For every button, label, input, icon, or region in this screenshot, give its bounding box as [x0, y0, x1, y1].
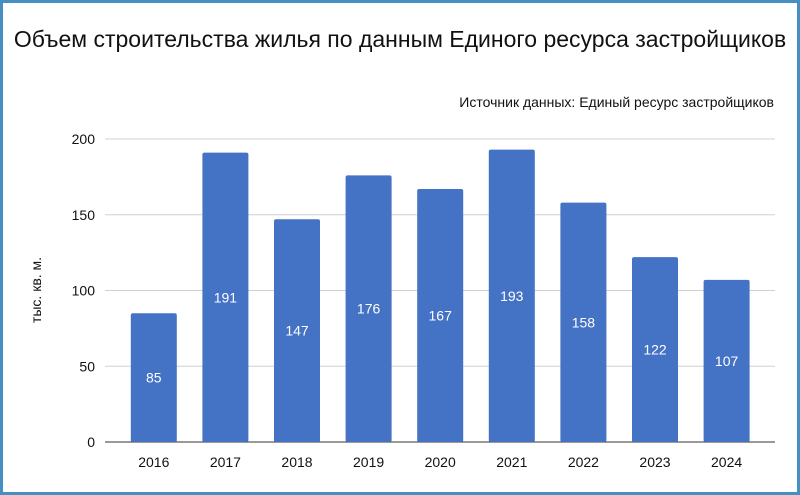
- chart-source: Источник данных: Единый ресурс застройщи…: [459, 94, 774, 110]
- bar: [417, 188, 464, 442]
- y-tick-label: 200: [72, 131, 96, 147]
- data-label: 85: [146, 370, 162, 386]
- data-label: 107: [715, 353, 739, 369]
- x-tick-label: 2018: [281, 454, 312, 470]
- x-tick-label: 2019: [353, 454, 384, 470]
- x-tick-label: 2022: [568, 454, 599, 470]
- data-label: 158: [572, 314, 596, 330]
- data-label: 193: [500, 288, 524, 304]
- bar: [130, 313, 177, 442]
- bar: [560, 202, 607, 442]
- data-label: 167: [429, 307, 453, 323]
- y-tick-label: 50: [79, 358, 95, 374]
- y-tick-label: 150: [72, 207, 96, 223]
- y-tick-label: 100: [72, 283, 96, 299]
- x-tick-label: 2024: [711, 454, 742, 470]
- x-tick-label: 2017: [210, 454, 241, 470]
- chart-title: Объем строительства жилья по данным Един…: [13, 26, 787, 52]
- data-label: 147: [285, 323, 309, 339]
- bar: [632, 257, 678, 442]
- bar: [703, 279, 750, 442]
- data-label: 122: [643, 342, 667, 358]
- bar: [488, 149, 535, 443]
- x-tick-label: 2020: [425, 454, 456, 470]
- bar: [274, 219, 320, 442]
- y-tick-label: 0: [87, 434, 95, 450]
- data-label: 191: [214, 289, 238, 305]
- bar: [202, 152, 249, 442]
- data-label: 176: [357, 301, 381, 317]
- x-tick-label: 2023: [639, 454, 670, 470]
- bar: [345, 175, 392, 443]
- x-tick-label: 2016: [138, 454, 169, 470]
- x-tick-label: 2021: [496, 454, 527, 470]
